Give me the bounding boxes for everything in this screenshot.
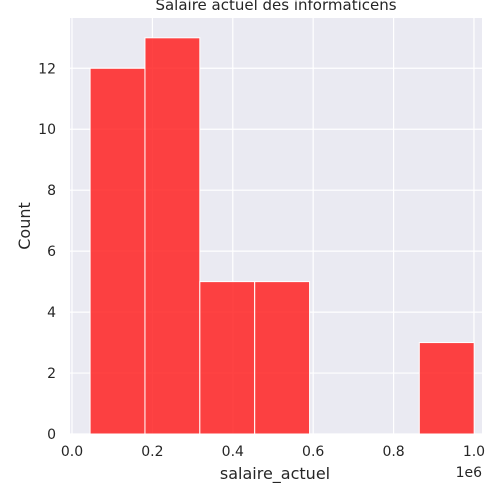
y-axis-label: Count: [15, 202, 34, 250]
x-axis-offset-label: 1e6: [456, 465, 483, 481]
y-tick-label-6: 12: [38, 61, 56, 77]
x-tick-label-5: 1.0: [463, 444, 485, 460]
y-tick-label-5: 10: [38, 122, 56, 138]
histogram-bar-6: [418, 342, 475, 435]
x-tick-label-4: 0.8: [382, 444, 404, 460]
histogram-bar-2: [199, 281, 256, 435]
x-axis-label: salaire_actuel: [220, 464, 330, 484]
x-axis-ticks: 0.0 0.2 0.4 0.6 0.8 1.0: [61, 444, 485, 460]
x-tick-label-0: 0.0: [61, 444, 83, 460]
y-tick-label-2: 4: [47, 305, 56, 321]
chart-title: Salaire actuel des informaticens: [155, 0, 396, 14]
y-tick-label-3: 6: [47, 244, 56, 260]
histogram-bar-1: [144, 37, 201, 435]
y-tick-label-0: 0: [47, 427, 56, 443]
histogram-bar-3: [254, 281, 311, 435]
y-axis-ticks: 0 2 4 6 8 10 12: [38, 61, 56, 443]
y-tick-label-1: 2: [47, 366, 56, 382]
x-tick-label-1: 0.2: [141, 444, 163, 460]
x-tick-label-2: 0.4: [222, 444, 244, 460]
bars: [89, 37, 475, 435]
x-tick-label-3: 0.6: [302, 444, 324, 460]
y-tick-label-4: 8: [47, 183, 56, 199]
histogram-bar-0: [89, 67, 146, 435]
